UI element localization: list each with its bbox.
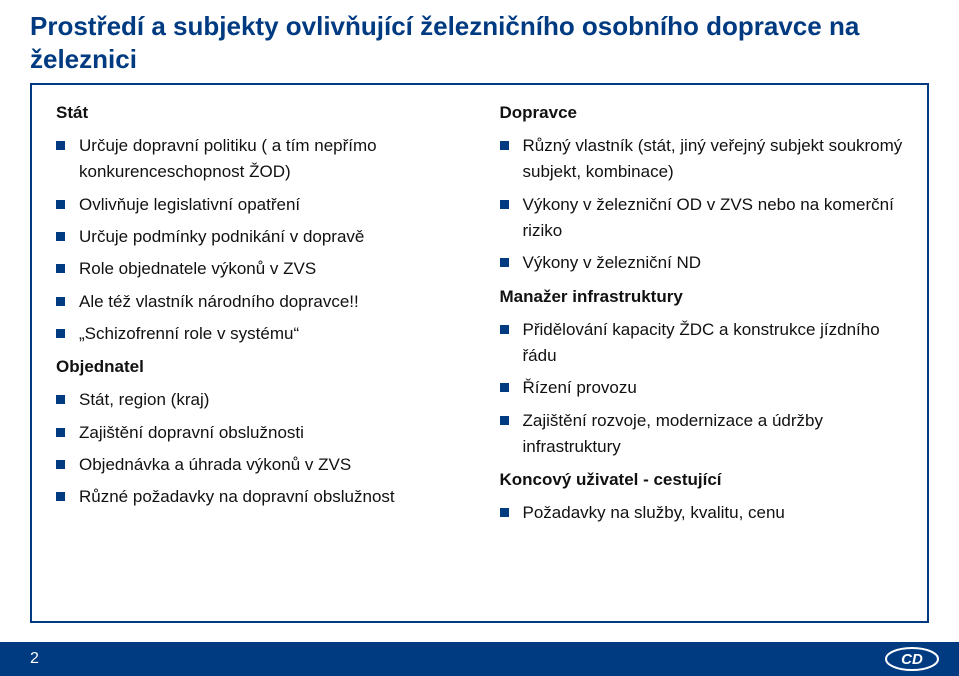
list-item: Přidělování kapacity ŽDC a konstrukce jí… [500,317,904,370]
list-item: Určuje podmínky podnikání v dopravě [56,224,460,250]
footer-bar: 2 CD [0,642,959,676]
heading-manazer: Manažer infrastruktury [500,287,904,307]
bullet-icon [500,508,509,517]
bullet-icon [56,200,65,209]
bullet-icon [56,460,65,469]
list-item: Stát, region (kraj) [56,387,460,413]
bullet-icon [500,383,509,392]
bullet-icon [500,200,509,209]
bullet-icon [56,264,65,273]
bullet-icon [56,395,65,404]
bullet-icon [56,329,65,338]
list-item-text: Ovlivňuje legislativní opatření [79,192,460,218]
list-item-text: Přidělování kapacity ŽDC a konstrukce jí… [523,317,904,370]
svg-text:CD: CD [901,651,923,668]
bullet-icon [500,141,509,150]
list-item-text: Řízení provozu [523,375,904,401]
list-item: Ovlivňuje legislativní opatření [56,192,460,218]
list-item-text: Výkony v železniční ND [523,250,904,276]
content-frame: Stát Určuje dopravní politiku ( a tím ne… [30,83,929,623]
cd-logo-icon: CD [885,647,939,671]
page-number: 2 [30,650,39,668]
bullet-icon [56,141,65,150]
list-item: Požadavky na služby, kvalitu, cenu [500,500,904,526]
list-item: Výkony v železniční OD v ZVS nebo na kom… [500,192,904,245]
list-item-text: Objednávka a úhrada výkonů v ZVS [79,452,460,478]
list-item: Různý vlastník (stát, jiný veřejný subje… [500,133,904,186]
list-item-text: „Schizofrenní role v systému“ [79,321,460,347]
list-item-text: Určuje dopravní politiku ( a tím nepřímo… [79,133,460,186]
bullet-icon [56,232,65,241]
list-item-text: Různé požadavky na dopravní obslužnost [79,484,460,510]
bullet-icon [56,297,65,306]
heading-dopravce: Dopravce [500,103,904,123]
list-manazer: Přidělování kapacity ŽDC a konstrukce jí… [500,317,904,461]
heading-koncovy: Koncový uživatel - cestující [500,470,904,490]
left-column: Stát Určuje dopravní politiku ( a tím ne… [56,103,460,537]
bullet-icon [500,258,509,267]
list-item-text: Výkony v železniční OD v ZVS nebo na kom… [523,192,904,245]
page-title: Prostředí a subjekty ovlivňující železni… [0,0,959,83]
bullet-icon [500,416,509,425]
list-item: Různé požadavky na dopravní obslužnost [56,484,460,510]
right-column: Dopravce Různý vlastník (stát, jiný veře… [500,103,904,537]
list-item-text: Různý vlastník (stát, jiný veřejný subje… [523,133,904,186]
list-item: Výkony v železniční ND [500,250,904,276]
list-item: Objednávka a úhrada výkonů v ZVS [56,452,460,478]
list-item-text: Role objednatele výkonů v ZVS [79,256,460,282]
list-item-text: Ale též vlastník národního dopravce!! [79,289,460,315]
list-item-text: Zajištění dopravní obslužnosti [79,420,460,446]
list-item: Zajištění dopravní obslužnosti [56,420,460,446]
list-item-text: Stát, region (kraj) [79,387,460,413]
bullet-icon [56,428,65,437]
heading-stat: Stát [56,103,460,123]
bullet-icon [56,492,65,501]
list-item: Zajištění rozvoje, modernizace a údržby … [500,408,904,461]
list-item-text: Určuje podmínky podnikání v dopravě [79,224,460,250]
list-item: Určuje dopravní politiku ( a tím nepřímo… [56,133,460,186]
two-column-layout: Stát Určuje dopravní politiku ( a tím ne… [56,103,903,537]
list-koncovy: Požadavky na služby, kvalitu, cenu [500,500,904,526]
list-item: Ale též vlastník národního dopravce!! [56,289,460,315]
bullet-icon [500,325,509,334]
list-item: Řízení provozu [500,375,904,401]
list-item: Role objednatele výkonů v ZVS [56,256,460,282]
list-dopravce: Různý vlastník (stát, jiný veřejný subje… [500,133,904,277]
list-objednatel: Stát, region (kraj) Zajištění dopravní o… [56,387,460,510]
list-item-text: Zajištění rozvoje, modernizace a údržby … [523,408,904,461]
heading-objednatel: Objednatel [56,357,460,377]
list-item: „Schizofrenní role v systému“ [56,321,460,347]
list-item-text: Požadavky na služby, kvalitu, cenu [523,500,904,526]
list-stat: Určuje dopravní politiku ( a tím nepřímo… [56,133,460,347]
